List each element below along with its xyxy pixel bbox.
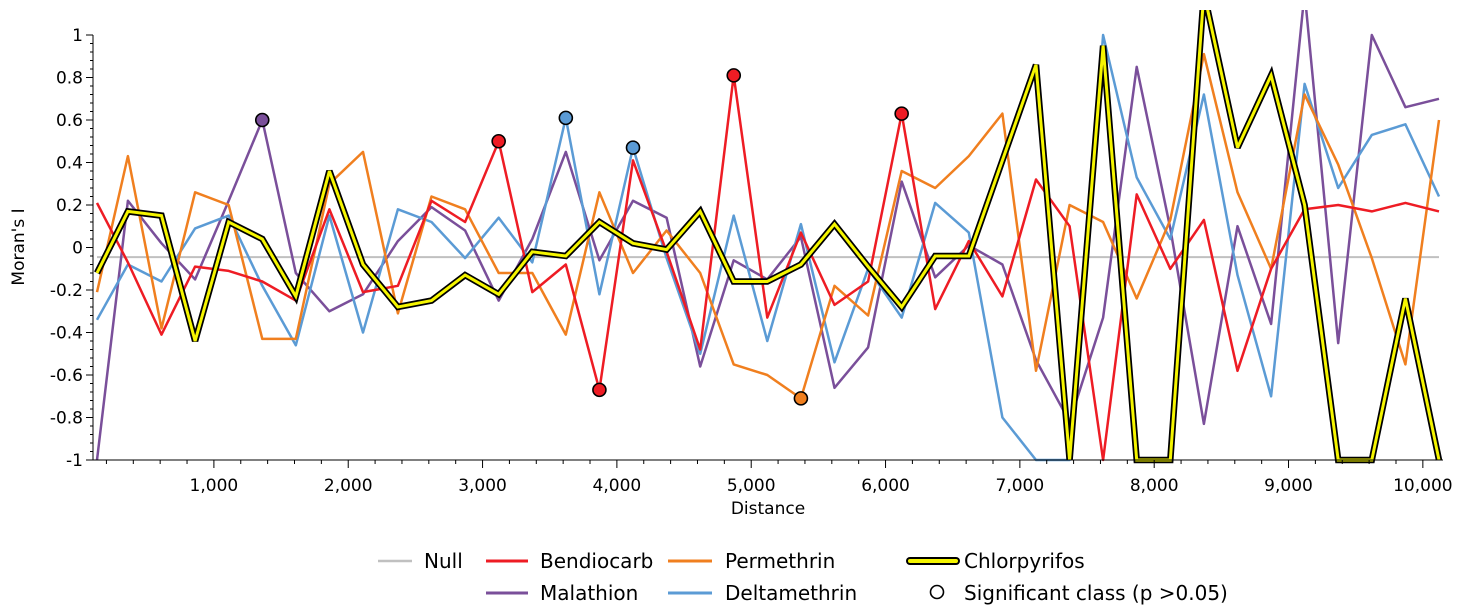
- y-tick-label: -0.4: [50, 324, 83, 344]
- significant-point-deltamethrin: [625, 140, 641, 155]
- series-layer: [94, 10, 1443, 464]
- significant-point-bendiocarb: [491, 133, 506, 149]
- series-line-chlorpyrifos: [95, 10, 1441, 462]
- significant-point-bendiocarb: [726, 68, 742, 83]
- legend-label-deltamethrin: Deltamethrin: [725, 581, 857, 605]
- x-tick-label: 2,000: [324, 476, 373, 496]
- legend-label-chlorpyrifos: Chlorpyrifos: [964, 549, 1085, 573]
- series-line-permethrin: [95, 52, 1441, 400]
- y-tick-label: -0.2: [50, 281, 83, 301]
- significant-point-permethrin: [793, 391, 809, 406]
- legend-item-deltamethrin: Deltamethrin: [668, 581, 857, 605]
- y-tick-label: 0: [72, 239, 83, 259]
- legend-item-malathion: Malathion: [486, 581, 638, 605]
- significant-point-malathion: [254, 112, 270, 128]
- significant-point-bendiocarb: [894, 106, 909, 121]
- axes: -1 -0.8 -0.6 -0.4 -0.2 0 0.2 0.4 0.6 0.8 1 1,000 2,…: [9, 26, 1453, 519]
- y-axis-title: Moran's I: [9, 208, 29, 285]
- legend: Null Bendiocarb Permethrin Chlorpyrifos …: [378, 549, 1228, 605]
- series-line-deltamethrin: [95, 33, 1441, 462]
- y-ticks: -1 -0.8 -0.6 -0.4 -0.2 0 0.2 0.4 0.6 0.8 1: [50, 26, 93, 471]
- legend-item-bendiocarb: Bendiocarb: [486, 549, 653, 573]
- y-tick-label: 0.6: [56, 111, 83, 131]
- x-tick-label: 6,000: [861, 476, 910, 496]
- x-tick-label: 10,000: [1393, 476, 1452, 496]
- x-tick-label: 5,000: [727, 476, 776, 496]
- y-tick-label: -1: [66, 451, 83, 471]
- legend-item-null: Null: [378, 549, 463, 573]
- x-tick-label: 9,000: [1264, 476, 1313, 496]
- legend-label-significant: Significant class (p >0.05): [964, 581, 1228, 605]
- legend-label-malathion: Malathion: [540, 581, 638, 605]
- legend-swatch-significant: [929, 584, 945, 600]
- y-tick-label: 0.8: [56, 69, 83, 89]
- legend-label-null: Null: [424, 549, 463, 573]
- series-line-malathion: [95, 10, 1440, 461]
- legend-item-significant: Significant class (p >0.05): [929, 581, 1228, 605]
- series-line-bendiocarb: [95, 74, 1440, 462]
- legend-label-permethrin: Permethrin: [725, 549, 835, 573]
- legend-label-bendiocarb: Bendiocarb: [540, 549, 653, 573]
- y-tick-label: -0.6: [50, 366, 83, 386]
- significant-point-deltamethrin: [558, 110, 574, 126]
- y-tick-label: 0.2: [56, 196, 83, 216]
- x-tick-label: 3,000: [458, 476, 507, 496]
- x-tick-label: 1,000: [190, 476, 239, 496]
- legend-item-permethrin: Permethrin: [668, 549, 835, 573]
- legend-item-chlorpyrifos: Chlorpyrifos: [906, 549, 1085, 573]
- x-tick-label: 8,000: [1130, 476, 1179, 496]
- y-tick-label: -0.8: [50, 409, 83, 429]
- y-tick-label: 1: [72, 26, 83, 46]
- x-tick-label: 4,000: [593, 476, 642, 496]
- significant-marker-layer: [254, 68, 909, 406]
- x-tick-label: 7,000: [996, 476, 1045, 496]
- y-tick-label: 0.4: [56, 154, 83, 174]
- x-axis-title: Distance: [731, 499, 805, 519]
- x-ticks: 1,000 2,000 3,000 4,000 5,000 6,000 7,000 8,000…: [105, 460, 1453, 496]
- significant-point-bendiocarb: [592, 382, 607, 398]
